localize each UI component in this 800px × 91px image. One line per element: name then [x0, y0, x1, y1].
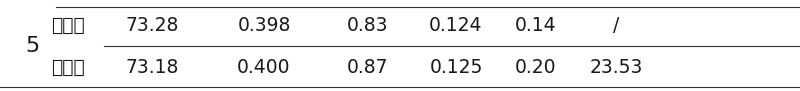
Text: 0.398: 0.398	[238, 16, 290, 35]
Text: 0.14: 0.14	[515, 16, 557, 35]
Text: /: /	[613, 16, 619, 35]
Text: 23.53: 23.53	[590, 58, 642, 77]
Text: 73.18: 73.18	[126, 58, 178, 77]
Text: 73.28: 73.28	[126, 16, 178, 35]
Text: 0.400: 0.400	[238, 58, 290, 77]
Text: 0.87: 0.87	[347, 58, 389, 77]
Text: 标准值: 标准值	[51, 16, 85, 35]
Text: 0.20: 0.20	[515, 58, 557, 77]
Text: 5: 5	[25, 35, 39, 56]
Text: 测量值: 测量值	[51, 58, 85, 77]
Text: 0.83: 0.83	[347, 16, 389, 35]
Text: 0.124: 0.124	[430, 16, 482, 35]
Text: 0.125: 0.125	[430, 58, 482, 77]
